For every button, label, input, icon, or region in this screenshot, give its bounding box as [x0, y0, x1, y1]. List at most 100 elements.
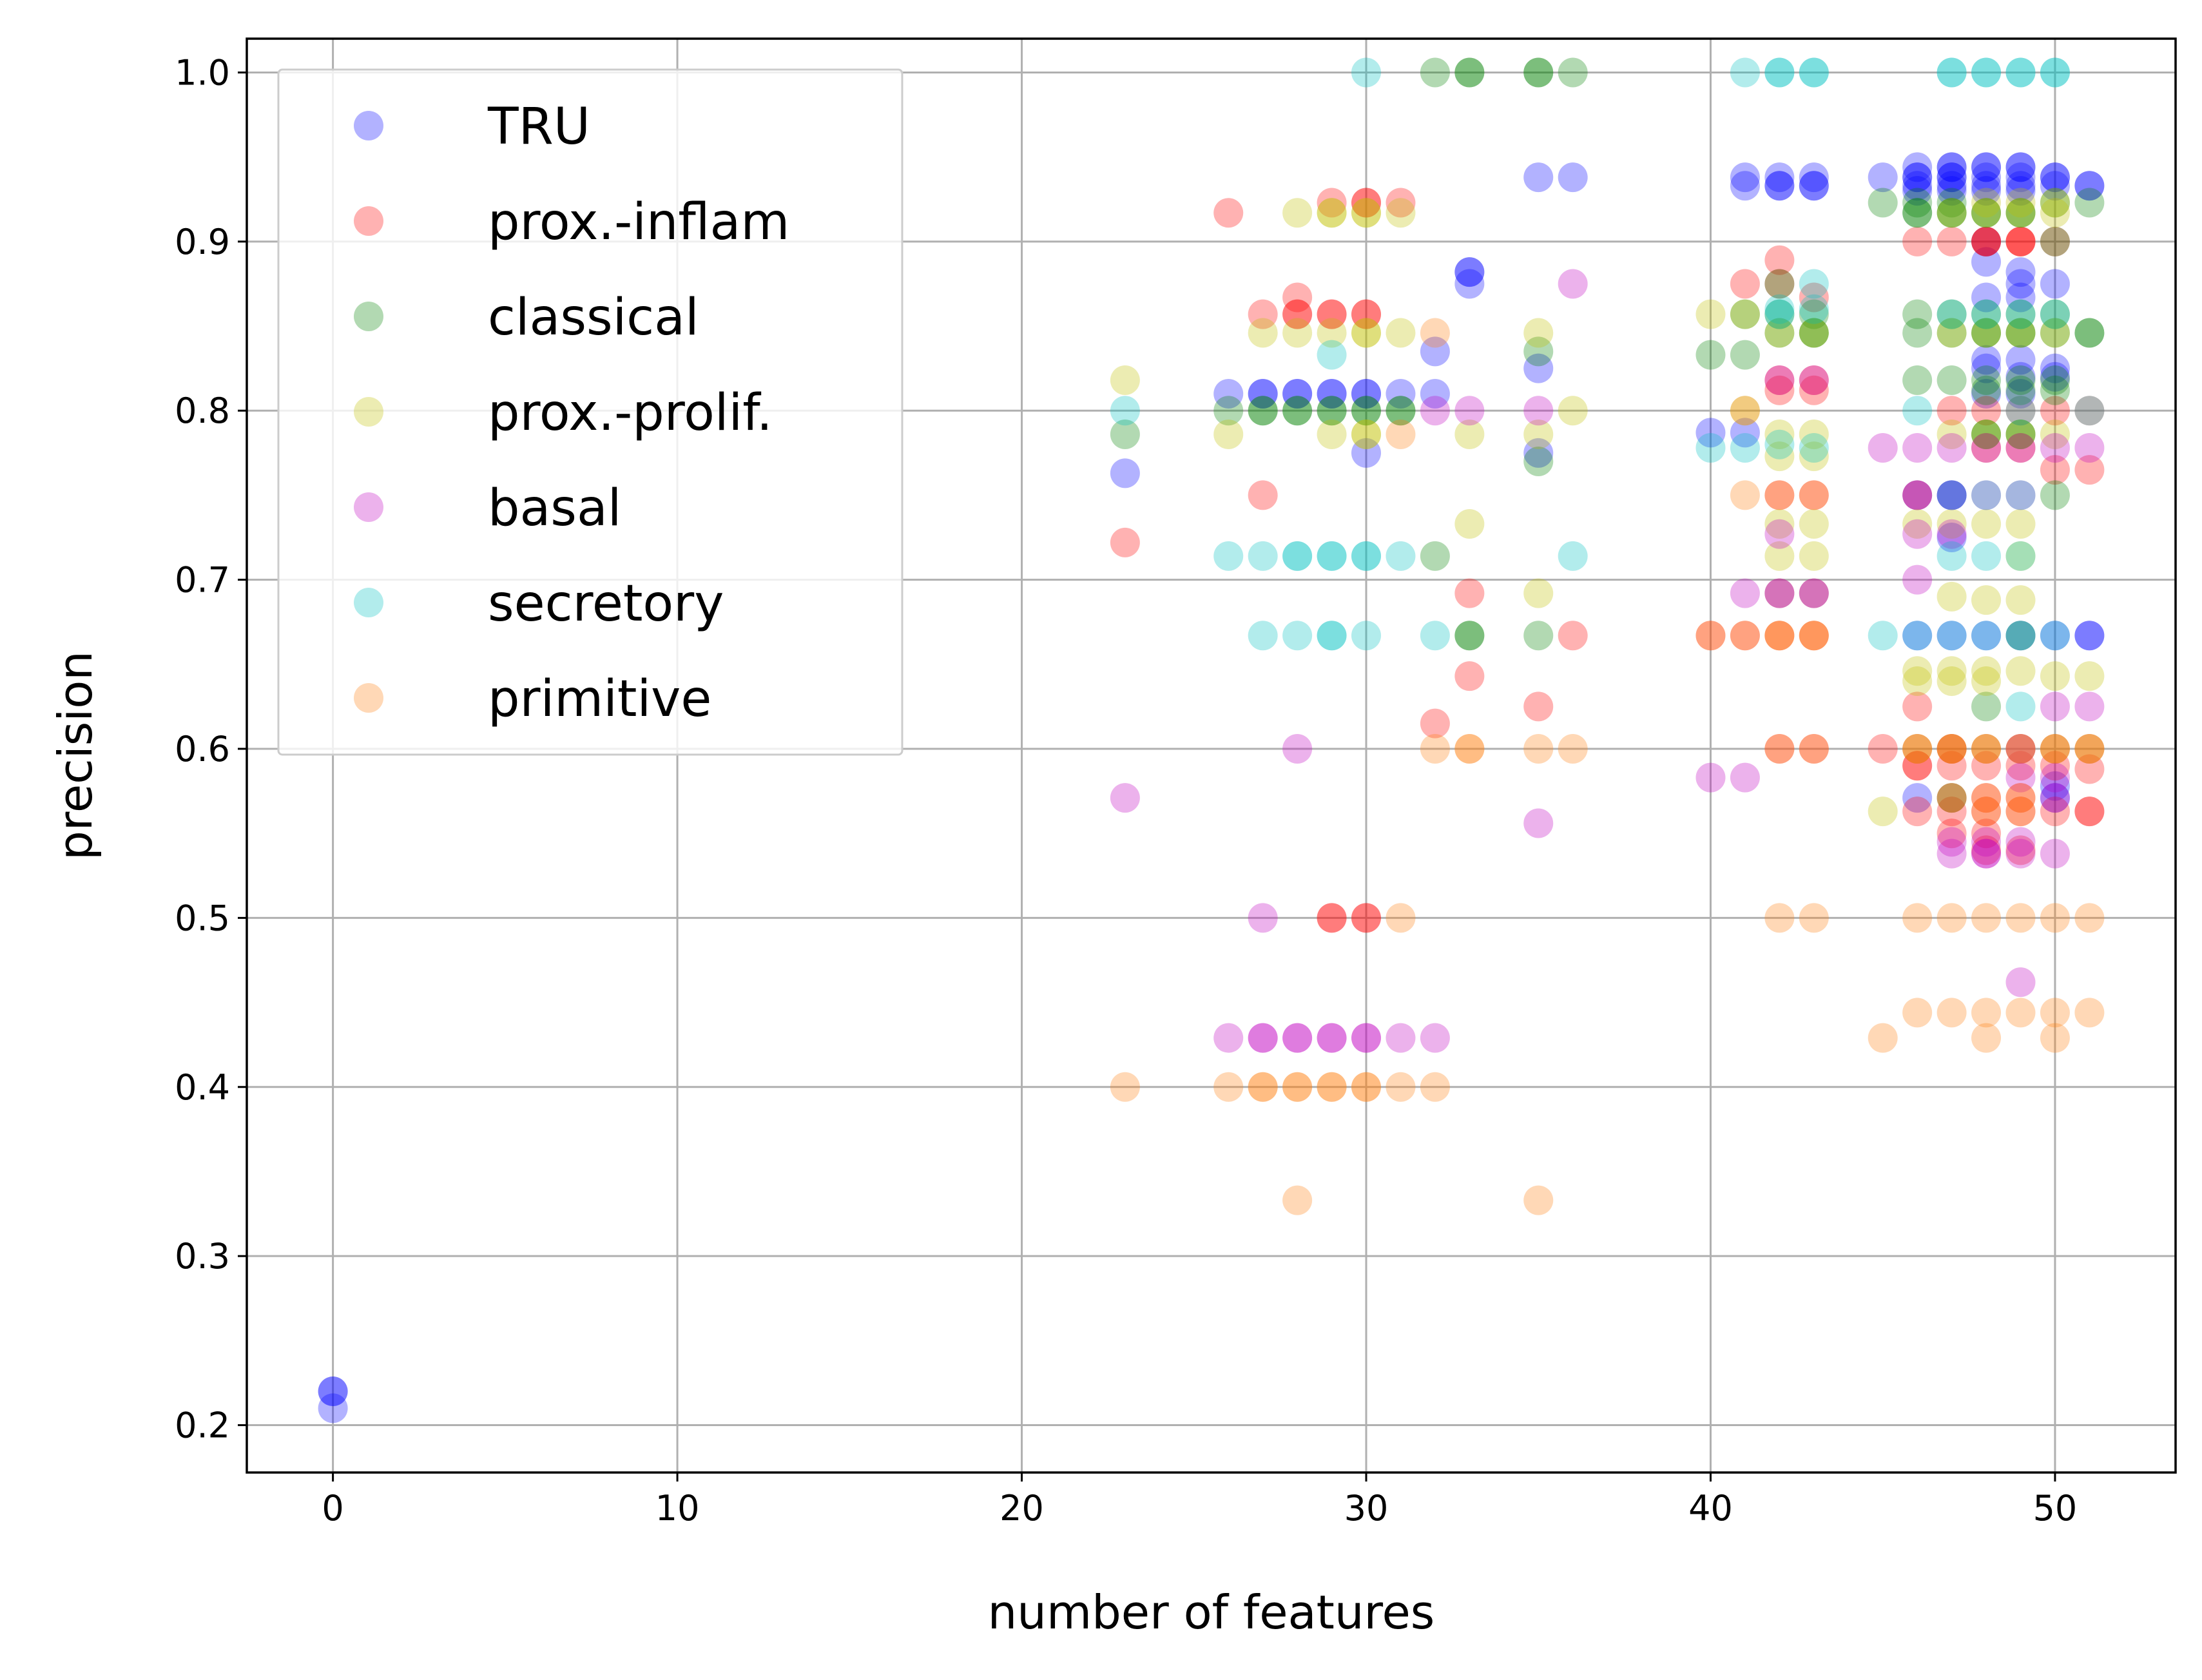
data-point [2074, 734, 2105, 764]
data-point [1317, 188, 1347, 218]
data-point [1936, 734, 1967, 764]
data-point [1799, 365, 1829, 396]
data-point [2040, 432, 2070, 463]
data-point [1868, 797, 1898, 827]
data-point [1902, 691, 1933, 722]
data-point [1454, 269, 1485, 299]
data-point [2040, 998, 2070, 1028]
data-point [1730, 762, 1760, 793]
data-point [1902, 152, 1933, 182]
data-point [1971, 585, 2002, 615]
data-point [1799, 480, 1829, 510]
data-point [2005, 299, 2036, 329]
data-point [1764, 429, 1795, 459]
data-point [1936, 783, 1967, 813]
data-point [1110, 783, 1140, 813]
data-point [1764, 621, 1795, 651]
data-point [1971, 621, 2002, 651]
y-axis-label: precision [48, 651, 102, 860]
data-point [1936, 998, 1967, 1028]
data-point [2005, 419, 2036, 449]
y-tick-label: 0.3 [175, 1236, 230, 1277]
data-point [1454, 734, 1485, 764]
data-point [1902, 565, 1933, 595]
data-point [1730, 432, 1760, 463]
data-point [1936, 152, 1967, 182]
data-point [1764, 419, 1795, 449]
data-point [2005, 419, 2036, 449]
data-point [2005, 226, 2036, 256]
data-point [1936, 299, 1967, 329]
x-axis-label: number of features [988, 1585, 1435, 1639]
x-tick-label: 50 [2033, 1488, 2078, 1529]
data-point [1971, 365, 2002, 396]
data-point [2005, 751, 2036, 781]
data-point [2040, 621, 2070, 651]
data-point [1902, 299, 1933, 329]
series-secretory [1110, 57, 2105, 722]
data-point [1317, 541, 1347, 571]
data-point [1454, 419, 1485, 449]
data-point [1936, 198, 1967, 228]
data-point [1971, 226, 2002, 256]
data-point [2040, 57, 2070, 88]
data-point [1971, 318, 2002, 348]
data-point [1971, 835, 2002, 865]
data-point [2005, 432, 2036, 463]
data-point [1902, 396, 1933, 426]
data-point [1902, 666, 1933, 697]
data-point [1558, 541, 1588, 571]
data-point [1936, 171, 1967, 201]
data-point [1213, 396, 1244, 426]
data-point [1351, 396, 1382, 426]
data-point [1730, 480, 1760, 510]
data-point [1936, 480, 1967, 510]
data-point [1764, 171, 1795, 201]
data-point [2005, 541, 2036, 571]
data-point [2005, 797, 2036, 827]
data-point [1764, 734, 1795, 764]
data-point [1902, 365, 1933, 396]
data-point [1695, 762, 1726, 793]
data-point [1799, 318, 1829, 348]
data-point [1799, 621, 1829, 651]
data-point [2005, 226, 2036, 256]
data-point [1936, 621, 1967, 651]
data-point [2074, 318, 2105, 348]
data-point [2040, 171, 2070, 201]
data-point [1868, 734, 1898, 764]
data-point [1317, 1023, 1347, 1053]
series-tru [318, 152, 2105, 1424]
data-point [1248, 480, 1278, 510]
data-point [1902, 480, 1933, 510]
data-point [1695, 621, 1726, 651]
data-point [1971, 57, 2002, 88]
data-point [1902, 162, 1933, 193]
data-point [2005, 432, 2036, 463]
x-tick-label: 30 [1344, 1488, 1389, 1529]
data-point [1110, 527, 1140, 557]
data-point [1730, 171, 1760, 201]
data-point [1868, 188, 1898, 218]
data-point [1936, 541, 1967, 571]
grid-lines [247, 39, 2176, 1472]
data-point [1936, 480, 1967, 510]
data-point [2005, 57, 2036, 88]
data-point [1971, 282, 2002, 313]
data-point [2074, 396, 2105, 426]
data-point [1971, 480, 2002, 510]
data-point [2074, 998, 2105, 1028]
data-point [1902, 734, 1933, 764]
data-point [1971, 509, 2002, 539]
legend-marker [354, 683, 383, 713]
data-point [1971, 198, 2002, 228]
data-point [1971, 247, 2002, 277]
data-point [318, 1376, 348, 1407]
data-point [1799, 578, 1829, 608]
data-point [1351, 318, 1382, 348]
data-point [1971, 176, 2002, 206]
y-tick-label: 0.6 [175, 729, 230, 769]
data-point [1764, 269, 1795, 299]
data-point [1971, 998, 2002, 1028]
y-tick-label: 0.2 [175, 1405, 230, 1446]
